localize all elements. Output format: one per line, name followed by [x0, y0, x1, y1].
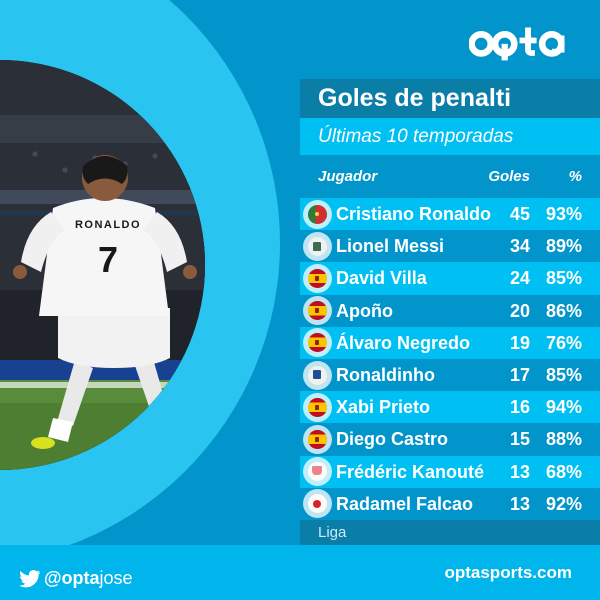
svg-text:RONALDO: RONALDO: [75, 219, 141, 231]
svg-text:7: 7: [98, 239, 118, 280]
